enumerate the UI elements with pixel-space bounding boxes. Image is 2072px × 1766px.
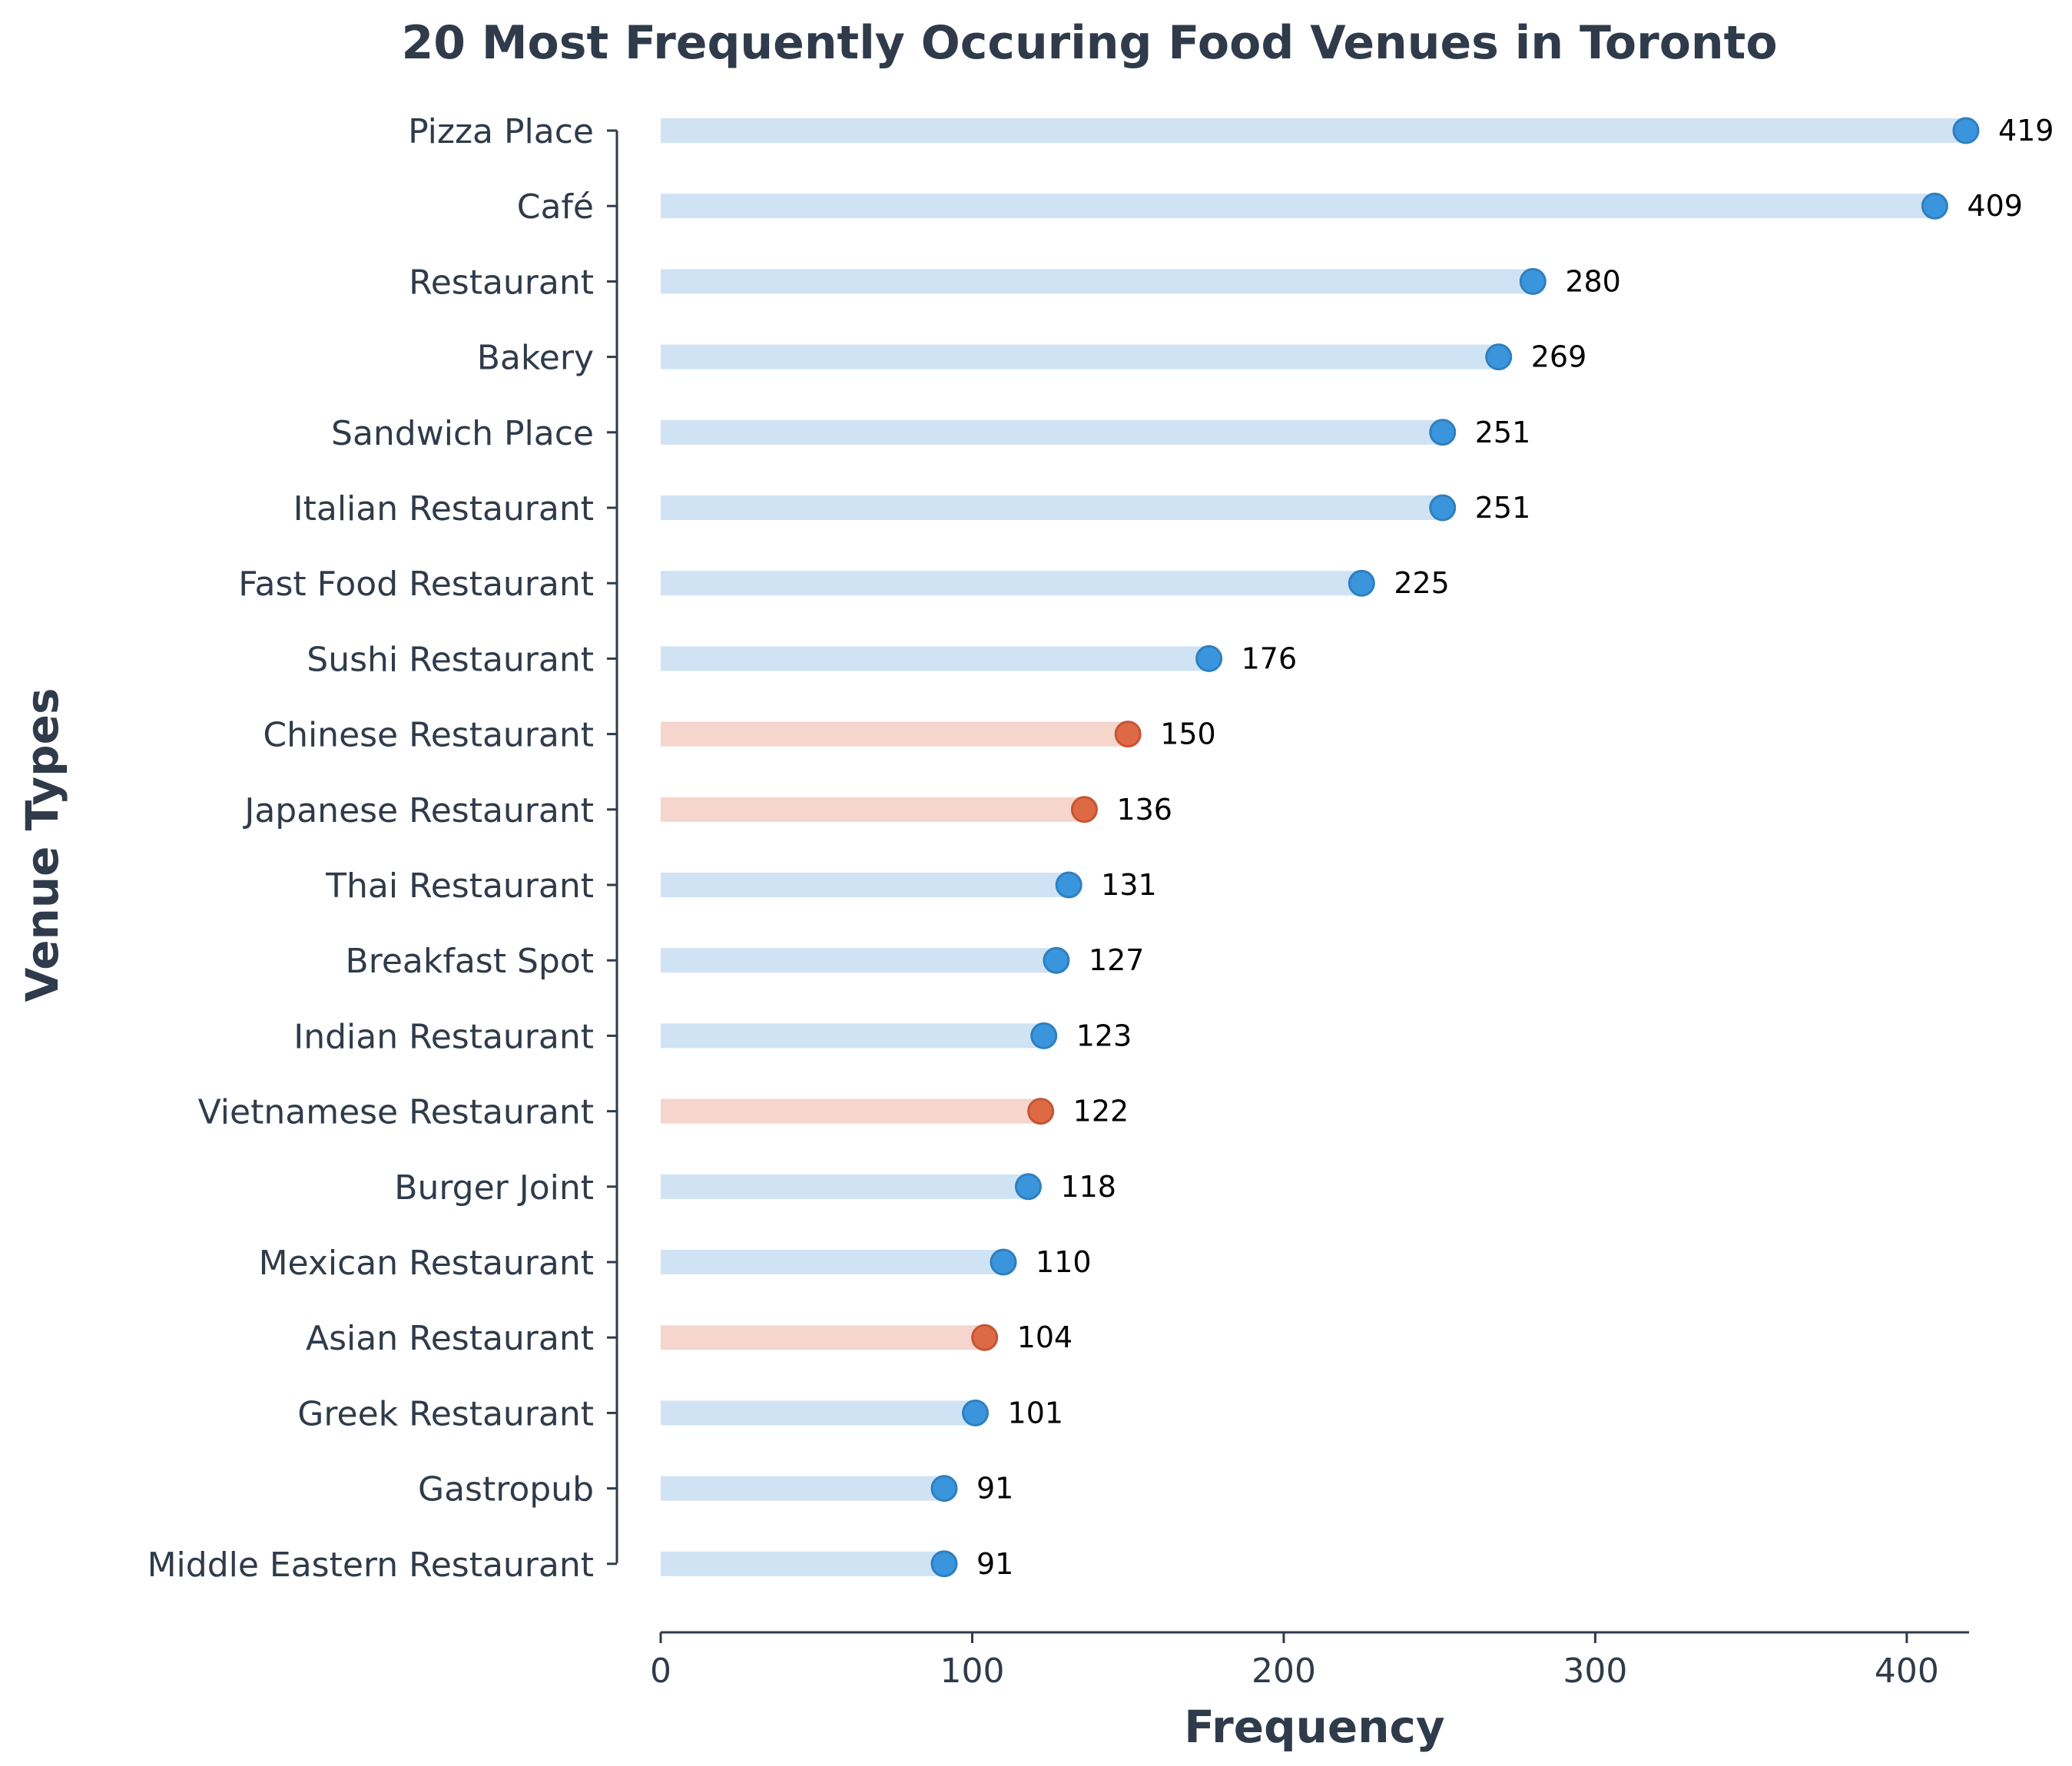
- value-label-3: 269: [1531, 340, 1587, 374]
- bar-4: [661, 419, 1443, 445]
- x-tick-label-4: 400: [1875, 1652, 1939, 1691]
- category-label-6: Fast Food Restaurant: [238, 565, 594, 604]
- category-label-11: Breakfast Spot: [346, 942, 594, 981]
- category-label-7: Sushi Restaurant: [307, 640, 594, 679]
- point-6: [1348, 569, 1375, 597]
- point-2: [1519, 267, 1547, 295]
- bar-11: [661, 948, 1056, 973]
- dots-layer: [930, 117, 1980, 1578]
- category-label-14: Burger Joint: [394, 1168, 594, 1208]
- bar-17: [661, 1400, 976, 1426]
- bar-9: [661, 797, 1085, 822]
- category-label-2: Restaurant: [409, 263, 594, 302]
- bar-2: [661, 269, 1533, 294]
- value-labels-layer: 419 409 280 269 251 251 225 176 150 136 131 127 123 1…: [976, 114, 2054, 1581]
- point-5: [1429, 494, 1457, 522]
- value-label-16: 104: [1017, 1320, 1073, 1354]
- category-label-10: Thai Restaurant: [325, 866, 594, 906]
- value-label-6: 225: [1394, 566, 1450, 600]
- value-label-5: 251: [1475, 491, 1531, 525]
- point-1: [1921, 192, 1948, 220]
- x-tick-label-1: 100: [940, 1652, 1004, 1691]
- bar-18: [661, 1476, 944, 1501]
- value-label-10: 131: [1101, 868, 1157, 902]
- value-label-13: 122: [1073, 1095, 1129, 1128]
- bar-0: [661, 118, 1966, 143]
- point-13: [1027, 1098, 1055, 1125]
- bar-1: [661, 194, 1935, 219]
- x-tick-label-3: 300: [1563, 1652, 1627, 1691]
- category-label-5: Italian Restaurant: [293, 489, 594, 528]
- y-axis: Pizza Place Café Restaurant Bakery Sandwich …: [148, 112, 618, 1585]
- point-15: [990, 1248, 1017, 1276]
- bar-7: [661, 646, 1209, 671]
- category-label-3: Bakery: [477, 339, 594, 378]
- point-3: [1485, 343, 1513, 371]
- bar-5: [661, 495, 1443, 520]
- value-label-19: 91: [976, 1547, 1013, 1581]
- point-9: [1070, 796, 1098, 823]
- value-label-2: 280: [1565, 264, 1621, 298]
- bar-12: [661, 1023, 1044, 1049]
- bar-14: [661, 1174, 1029, 1199]
- point-8: [1114, 721, 1142, 748]
- bar-6: [661, 571, 1362, 596]
- category-label-19: Middle Eastern Restaurant: [148, 1546, 594, 1585]
- point-11: [1043, 946, 1070, 974]
- value-label-17: 101: [1008, 1396, 1064, 1430]
- bar-15: [661, 1250, 1004, 1274]
- category-label-13: Vietnamese Restaurant: [198, 1093, 594, 1132]
- category-label-9: Japanese Restaurant: [242, 791, 594, 830]
- x-axis: 0 100 200 300 400: [650, 1631, 1969, 1691]
- point-4: [1429, 419, 1457, 446]
- y-ticks: Pizza Place Café Restaurant Bakery Sandwich …: [148, 112, 617, 1585]
- category-label-4: Sandwich Place: [331, 414, 594, 453]
- bar-3: [661, 344, 1499, 369]
- point-12: [1030, 1022, 1058, 1049]
- category-label-0: Pizza Place: [408, 112, 594, 151]
- value-label-8: 150: [1160, 717, 1216, 751]
- point-16: [971, 1324, 999, 1351]
- x-tick-label-0: 0: [650, 1652, 671, 1691]
- point-17: [962, 1399, 990, 1426]
- bar-8: [661, 721, 1129, 747]
- value-label-11: 127: [1089, 943, 1145, 977]
- value-label-0: 419: [1998, 114, 2054, 147]
- point-10: [1055, 871, 1082, 899]
- point-19: [930, 1550, 958, 1578]
- x-ticks: 0 100 200 300 400: [650, 1632, 1939, 1691]
- value-label-18: 91: [976, 1472, 1013, 1506]
- bar-13: [661, 1098, 1041, 1124]
- category-label-1: Café: [517, 187, 594, 227]
- point-7: [1195, 644, 1223, 672]
- value-label-4: 251: [1475, 416, 1531, 449]
- x-axis-title: Frequency: [1184, 1701, 1444, 1753]
- point-14: [1014, 1173, 1042, 1201]
- bar-19: [661, 1551, 944, 1576]
- category-label-17: Greek Restaurant: [297, 1394, 594, 1433]
- value-label-14: 118: [1060, 1170, 1116, 1204]
- x-tick-label-2: 200: [1251, 1652, 1316, 1691]
- point-18: [930, 1475, 958, 1503]
- category-label-12: Indian Restaurant: [293, 1017, 594, 1056]
- category-label-15: Mexican Restaurant: [259, 1244, 594, 1283]
- category-label-8: Chinese Restaurant: [263, 716, 594, 755]
- bar-16: [661, 1325, 985, 1350]
- value-label-9: 136: [1116, 793, 1172, 827]
- y-axis-title: Venue Types: [16, 688, 68, 1002]
- bars-layer: [661, 118, 1966, 1576]
- value-label-15: 110: [1036, 1245, 1092, 1279]
- value-label-7: 176: [1242, 641, 1298, 675]
- bar-10: [661, 873, 1069, 897]
- value-label-12: 123: [1076, 1019, 1132, 1052]
- point-0: [1952, 117, 1980, 144]
- category-label-18: Gastropub: [418, 1470, 594, 1509]
- chart-title: 20 Most Frequently Occuring Food Venues …: [401, 16, 1777, 70]
- category-label-16: Asian Restaurant: [306, 1319, 594, 1358]
- value-label-1: 409: [1967, 189, 2023, 223]
